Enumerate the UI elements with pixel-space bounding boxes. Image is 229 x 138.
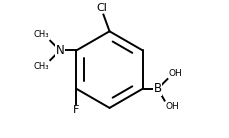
Text: OH: OH [165,102,178,111]
Text: Cl: Cl [96,2,107,13]
Text: B: B [153,82,161,95]
Text: CH₃: CH₃ [33,62,49,71]
Text: N: N [55,44,64,57]
Text: OH: OH [167,69,181,78]
Text: F: F [73,105,79,115]
Text: CH₃: CH₃ [33,30,49,39]
